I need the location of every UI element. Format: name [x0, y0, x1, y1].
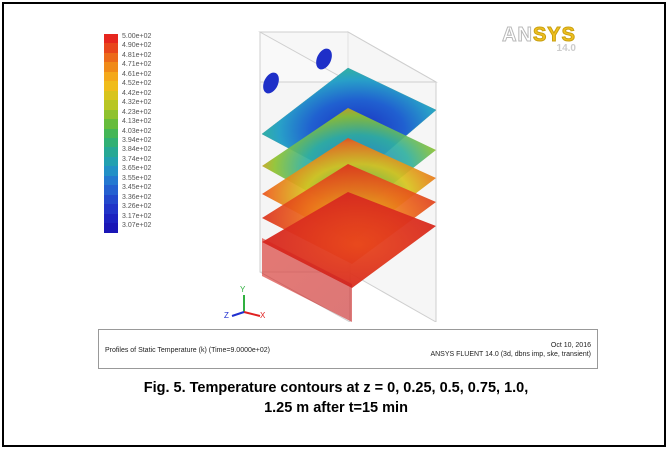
legend-swatch	[104, 147, 118, 158]
legend-label: 3.94e+02	[122, 136, 152, 144]
legend-label: 4.81e+02	[122, 51, 152, 59]
inlet-ellipse-right	[316, 48, 332, 70]
legend-label: 3.17e+02	[122, 212, 152, 220]
legend-swatch	[104, 128, 118, 139]
legend-label: 4.23e+02	[122, 108, 152, 116]
legend-label: 4.71e+02	[122, 61, 152, 69]
figure-caption: Fig. 5. Temperature contours at z = 0, 0…	[4, 378, 668, 418]
plot-description: Profiles of Static Temperature (k) (Time…	[105, 347, 270, 354]
axis-y-label: Y	[240, 285, 246, 294]
caption-line-2: 1.25 m after t=15 min	[264, 400, 408, 416]
legend-label: 3.65e+02	[122, 165, 152, 173]
temperature-contour-render: Y X Z	[224, 31, 438, 322]
ansys-logo: ANSYS 14.0	[502, 24, 576, 55]
legend-label: 4.03e+02	[122, 127, 152, 135]
logo-brand: ANSYS	[502, 24, 576, 47]
legend-swatch	[104, 81, 118, 92]
legend-swatch	[104, 194, 118, 205]
legend-swatch	[104, 119, 118, 129]
legend-label: 3.36e+02	[122, 193, 152, 201]
logo-version: 14.0	[556, 43, 576, 54]
legend-swatch	[104, 43, 118, 54]
legend-label: 3.07e+02	[122, 222, 152, 229]
legend-swatch	[104, 34, 118, 44]
legend-swatch	[104, 71, 118, 82]
legend-label: 4.52e+02	[122, 80, 152, 88]
legend-swatch	[104, 109, 118, 120]
legend-label: 3.74e+02	[122, 155, 152, 163]
legend-label: 4.90e+02	[122, 42, 152, 50]
axis-z-label: Z	[224, 311, 229, 320]
info-bar: Profiles of Static Temperature (k) (Time…	[98, 329, 598, 369]
legend-label: 3.45e+02	[122, 184, 152, 192]
inlet-ellipse-left	[263, 72, 279, 94]
legend-swatch	[104, 213, 118, 224]
legend-swatch	[104, 90, 118, 101]
caption-line-1: Fig. 5. Temperature contours at z = 0, 0…	[143, 380, 529, 396]
plot-date: Oct 10, 2016	[550, 342, 591, 349]
solver-version: ANSYS FLUENT 14.0 (3d, dbns imp, ske, tr…	[430, 351, 591, 358]
contour-slice-z000	[262, 238, 352, 322]
legend-label: 4.61e+02	[122, 70, 152, 78]
legend-label: 4.32e+02	[122, 99, 152, 107]
legend-swatch	[104, 204, 118, 215]
legend-swatch	[104, 52, 118, 63]
legend-swatch	[104, 175, 118, 186]
legend-label: 3.55e+02	[122, 174, 152, 182]
legend-swatch	[104, 166, 118, 177]
solver-info: Oct 10, 2016 ANSYS FLUENT 14.0 (3d, dbns…	[430, 341, 591, 359]
legend-swatch	[104, 100, 118, 111]
legend-swatch	[104, 156, 118, 167]
axes-triad: Y X Z	[224, 285, 266, 320]
legend-label: 5.00e+02	[122, 33, 152, 40]
figure-frame: Y X Z 5.00e+02 4.90e+02 4.81e+02 4.71e+02 4.…	[2, 2, 666, 447]
legend-swatch	[104, 223, 118, 233]
legend-label: 3.84e+02	[122, 146, 152, 154]
legend-swatch	[104, 185, 118, 196]
legend-swatch	[104, 62, 118, 73]
legend-label: 4.42e+02	[122, 89, 152, 97]
legend-label: 3.26e+02	[122, 203, 152, 211]
legend-swatch	[104, 137, 118, 148]
axis-x-label: X	[260, 311, 266, 320]
legend-label: 4.13e+02	[122, 118, 152, 126]
